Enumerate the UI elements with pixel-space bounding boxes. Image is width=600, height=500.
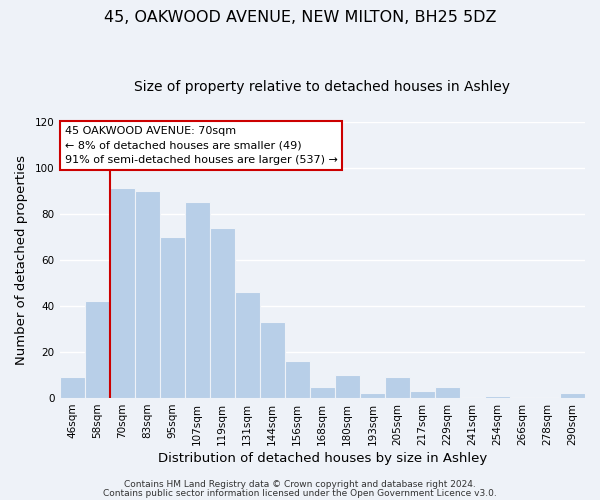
Bar (410, 391, 435, 398)
Bar (335, 375, 360, 398)
X-axis label: Distribution of detached houses by size in Ashley: Distribution of detached houses by size … (158, 452, 487, 465)
Text: Contains HM Land Registry data © Crown copyright and database right 2024.: Contains HM Land Registry data © Crown c… (124, 480, 476, 489)
Bar (260, 322, 285, 398)
Bar (209, 228, 235, 398)
Bar (435, 386, 460, 398)
Bar (110, 188, 134, 398)
Bar (285, 361, 310, 398)
Bar (485, 396, 510, 398)
Y-axis label: Number of detached properties: Number of detached properties (15, 155, 28, 365)
Bar (59, 378, 85, 398)
Bar (310, 386, 335, 398)
Title: Size of property relative to detached houses in Ashley: Size of property relative to detached ho… (134, 80, 510, 94)
Text: Contains public sector information licensed under the Open Government Licence v3: Contains public sector information licen… (103, 488, 497, 498)
Text: 45, OAKWOOD AVENUE, NEW MILTON, BH25 5DZ: 45, OAKWOOD AVENUE, NEW MILTON, BH25 5DZ (104, 10, 496, 25)
Bar (385, 378, 410, 398)
Bar (560, 394, 585, 398)
Text: 45 OAKWOOD AVENUE: 70sqm
← 8% of detached houses are smaller (49)
91% of semi-de: 45 OAKWOOD AVENUE: 70sqm ← 8% of detache… (65, 126, 338, 166)
Bar (160, 237, 185, 398)
Bar (185, 202, 209, 398)
Bar (85, 302, 110, 398)
Bar (134, 190, 160, 398)
Bar (235, 292, 260, 398)
Bar (360, 394, 385, 398)
